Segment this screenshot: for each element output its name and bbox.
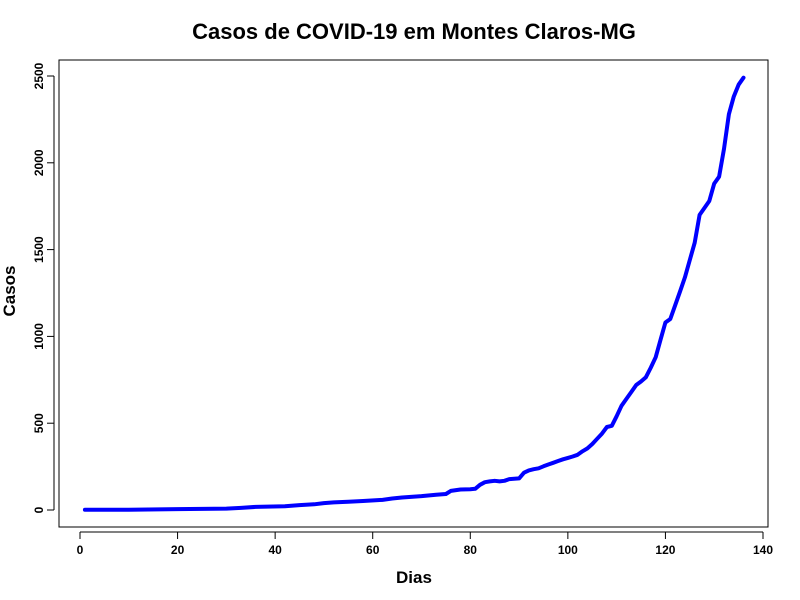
x-tick-label: 120 [655,543,675,557]
x-tick-label: 20 [171,543,185,557]
y-axis-label: Casos [0,265,19,316]
x-tick-label: 80 [464,543,478,557]
x-tick-label: 140 [753,543,773,557]
series-line-cases [82,75,746,512]
axes: 0 20 40 60 80 100 120 140 0 500 1000 1500 2000 2500 [32,59,773,557]
x-axis-label: Dias [396,568,432,587]
plot-frame [58,59,769,528]
y-tick-label: 1000 [32,323,46,350]
x-tick-label: 60 [366,543,380,557]
y-tick-label: 2500 [32,62,46,89]
y-tick-label: 1500 [32,236,46,263]
x-tick-label: 100 [558,543,578,557]
y-tick-label: 0 [32,506,46,513]
y-tick-label: 500 [32,413,46,433]
x-tick-label: 40 [268,543,282,557]
chart-title: Casos de COVID-19 em Montes Claros-MG [192,19,636,44]
y-tick-label: 2000 [32,149,46,176]
x-tick-label: 0 [77,543,84,557]
plot-series [82,75,746,512]
